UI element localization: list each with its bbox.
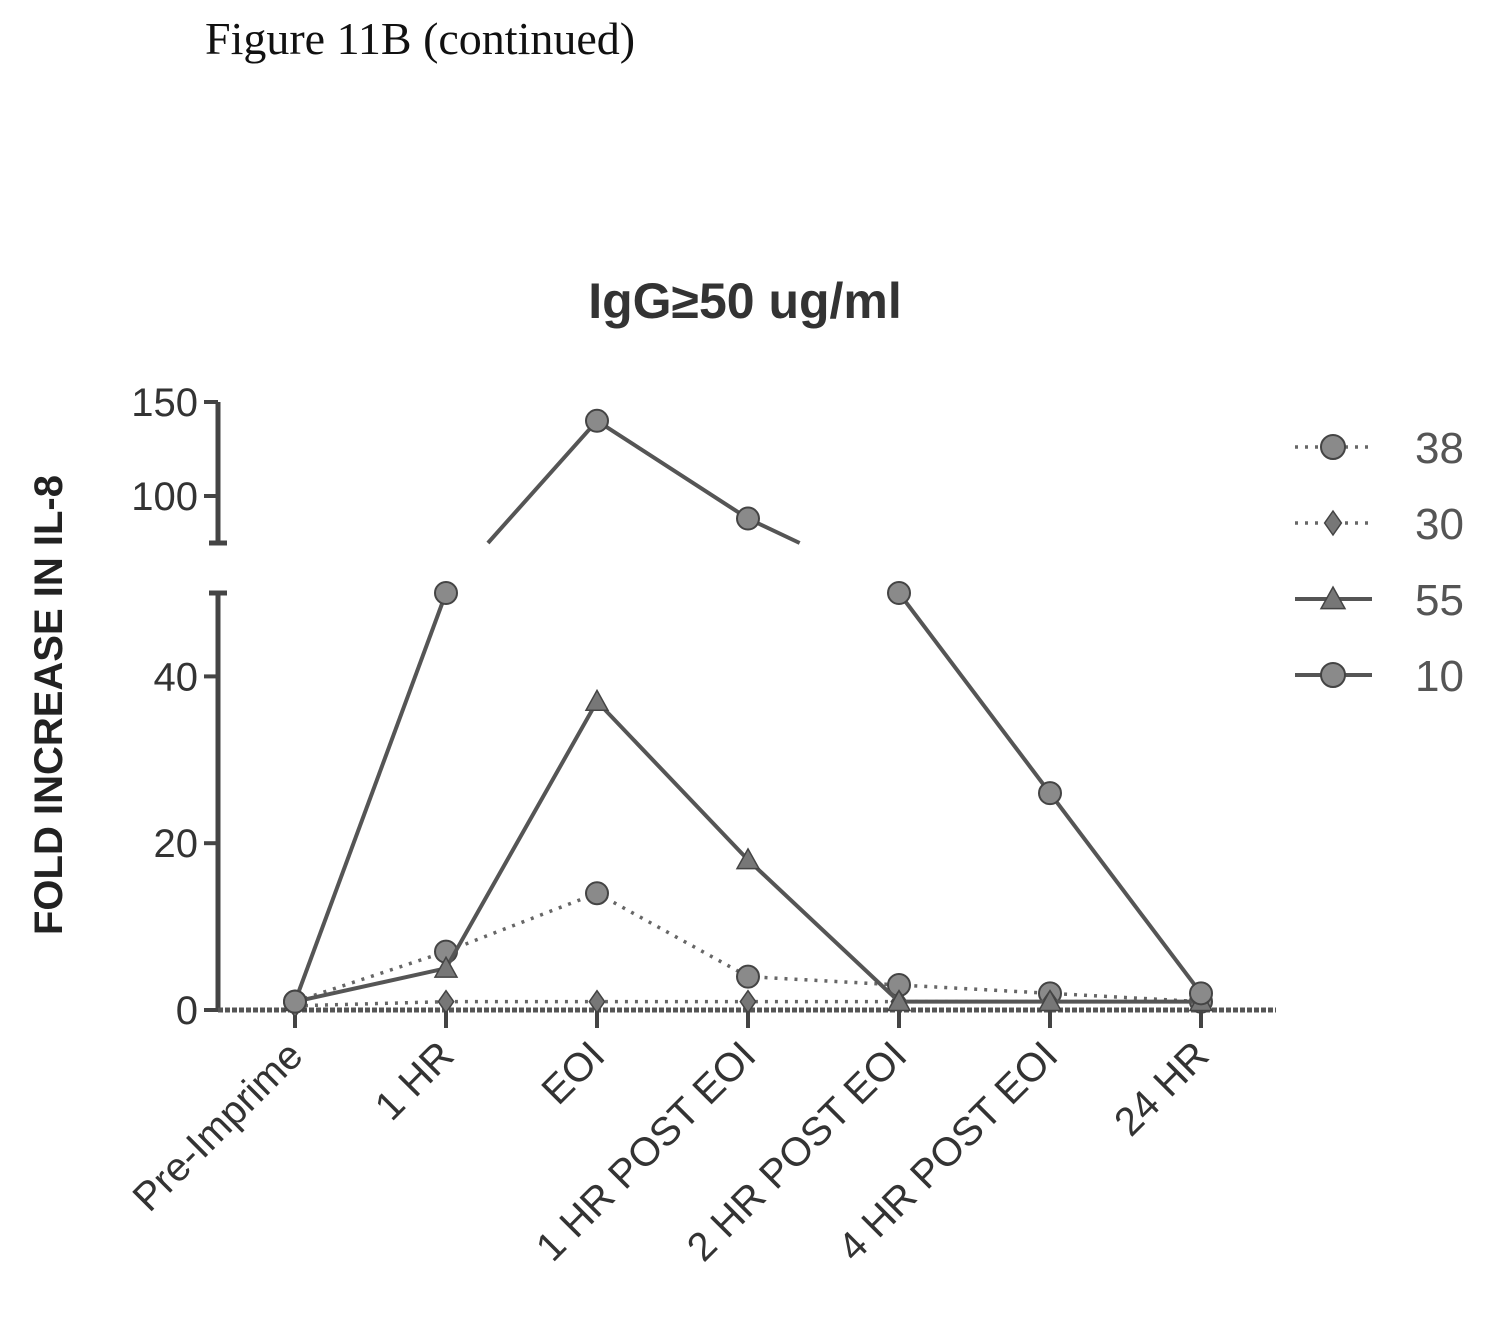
data-point [736,964,760,989]
data-point [1189,981,1213,1006]
data-point [736,506,760,531]
legend-label: 10 [1415,652,1464,701]
axes [204,400,1276,1028]
series-55 [282,688,1214,1012]
y-tick-label: 20 [154,822,199,866]
chart-title: IgG≥50 ug/ml [588,273,902,329]
data-point [434,581,458,605]
series-line [486,418,801,545]
series-layer [282,408,1214,1019]
legend-label: 38 [1415,424,1464,473]
y-tick-label: 40 [154,655,199,699]
legend-label: 30 [1415,500,1464,549]
data-point [887,581,911,605]
data-point [1037,989,1063,1012]
data-point [739,989,757,1014]
legend-item-38: 38 [1295,424,1464,473]
x-tick-label: Pre-Imprime [125,1033,312,1220]
data-point [735,847,761,870]
data-point [1038,781,1062,806]
legend-label: 55 [1415,576,1464,625]
series-line [293,592,448,1003]
data-point [283,989,307,1014]
data-point [1320,434,1346,460]
data-point [433,955,459,978]
legend-item-10: 10 [1295,652,1464,701]
x-tick-label: 1 HR [367,1033,463,1129]
legend-item-55: 55 [1295,576,1464,625]
y-axis-label: FOLD INCREASE IN IL-8 [27,475,71,935]
data-point [585,881,609,906]
series-30 [286,989,1210,1019]
data-point [437,989,455,1014]
data-point [1320,662,1346,688]
legend: 38 30 55 10 [1295,424,1464,701]
y-tick-label: 0 [176,989,198,1033]
y-tick-label: 100 [131,475,198,519]
legend-item-30: 30 [1295,500,1464,549]
data-point [585,408,609,433]
x-tick-label: EOI [534,1033,614,1113]
data-point [1323,509,1343,537]
series-10 [283,408,1213,1014]
data-point [584,688,610,711]
x-tick-label: 24 HR [1106,1033,1217,1144]
figure-caption: Figure 11B (continued) [205,13,636,64]
data-point [588,989,606,1014]
data-point [1319,585,1347,610]
data-point [886,989,912,1012]
y-tick-label: 150 [131,381,198,425]
